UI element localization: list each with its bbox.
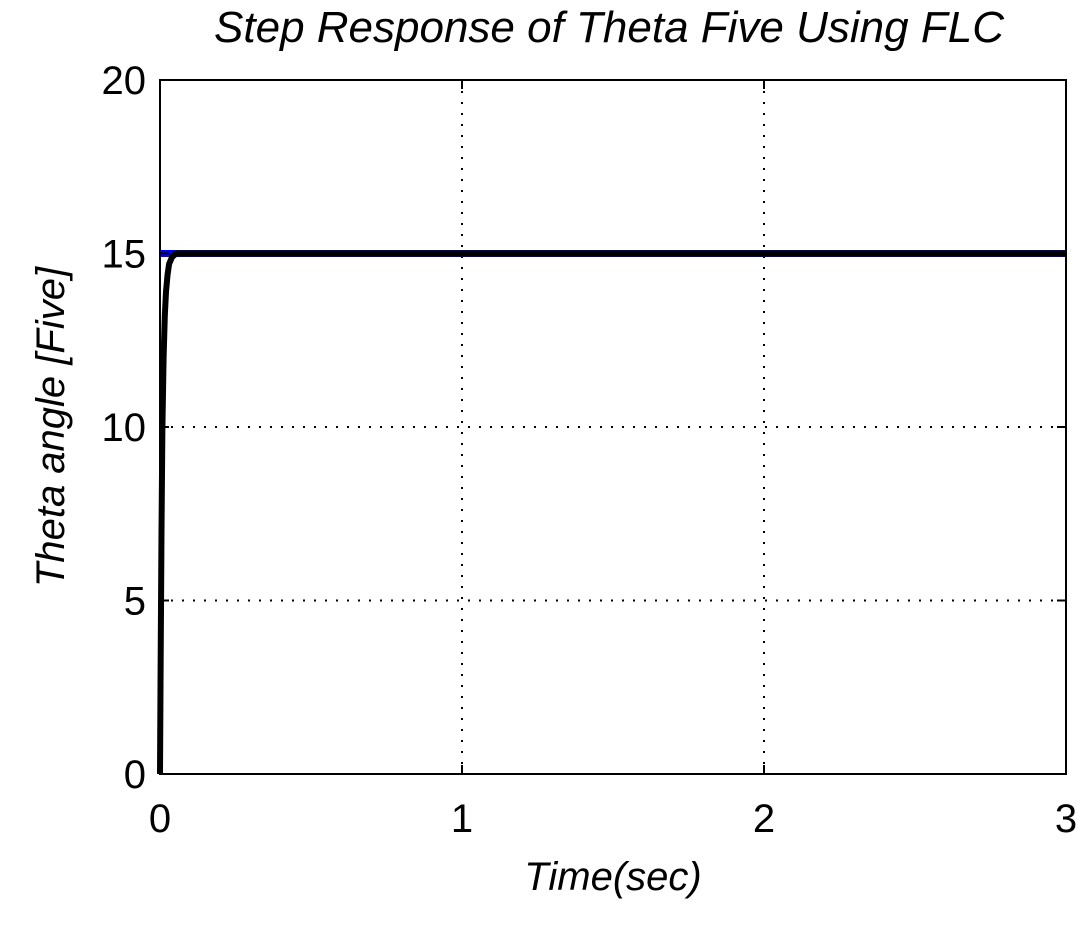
x-tick-label-2: 2	[753, 797, 775, 841]
x-tick-label-1: 1	[451, 797, 473, 841]
chart-title: Step Response of Theta Five Using FLC	[214, 3, 1005, 52]
y-tick-label-0: 0	[124, 753, 146, 797]
response-line	[157, 250, 1066, 775]
grid-lines	[160, 80, 1066, 774]
y-tick-label-1: 5	[124, 580, 146, 624]
x-axis-label: Time(sec)	[524, 855, 701, 899]
x-tick-label-0: 0	[149, 797, 171, 841]
axis-ticks: 0 1 2 3 0 5 10 15 20	[102, 59, 1078, 841]
y-axis-label: Theta angle [Five]	[29, 266, 73, 587]
y-tick-label-2: 10	[102, 406, 147, 450]
y-tick-label-3: 15	[102, 233, 147, 277]
y-tick-label-4: 20	[102, 59, 147, 103]
x-tick-label-3: 3	[1055, 797, 1077, 841]
data-series	[157, 250, 1066, 775]
